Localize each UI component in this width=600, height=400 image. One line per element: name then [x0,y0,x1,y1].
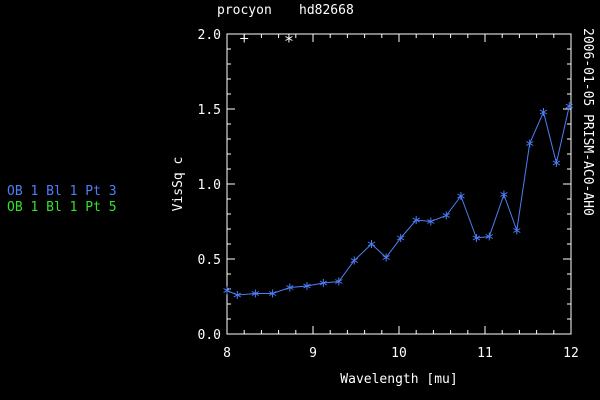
x-tick-label: 8 [223,346,231,361]
data-layer [223,34,574,299]
data-point [350,256,359,265]
data-point [513,226,521,235]
data-point [396,234,405,242]
x-tick-label: 9 [309,346,317,361]
x-tick-label: 11 [477,346,493,361]
annotation-asterisk [285,34,293,43]
x-tick-label: 10 [391,346,407,361]
y-tick-label: 2.0 [198,28,221,43]
data-point [539,108,548,116]
data-point [251,289,260,298]
plot-frame [226,33,572,335]
data-point [442,211,451,220]
x-tick-label: 12 [563,346,579,361]
axes-layer: 8 9 10 11 12 0.0 0.5 1.0 1.5 2.0 [198,28,579,361]
data-point [286,283,294,292]
data-point [303,282,311,290]
chart-title-target: procyon [217,3,272,18]
annotation-plus [240,34,249,43]
data-point [382,253,390,262]
legend-entry-pt3: OB 1 Bl 1 Pt 3 [7,184,117,199]
data-point [472,234,481,242]
legend-entry-pt5: OB 1 Bl 1 Pt 5 [7,200,117,215]
data-point [367,240,376,248]
data-point [427,217,435,226]
y-tick-label: 1.5 [198,103,221,118]
y-tick-label: 0.0 [198,328,221,343]
data-point [565,102,574,110]
data-point [457,192,465,200]
data-point [223,286,231,295]
data-point [233,291,242,299]
data-point [412,216,420,224]
data-point [500,190,508,199]
data-point [335,277,343,286]
legend: OB 1 Bl 1 Pt 3 OB 1 Bl 1 Pt 5 [7,184,117,216]
y-tick-label: 0.5 [198,253,221,268]
data-point [268,289,277,298]
y-tick-label: 1.0 [198,178,221,193]
data-point [319,279,328,287]
y-axis-label: VisSq c [171,157,186,212]
chart-title-calibrator: hd82668 [299,3,354,18]
data-point [525,139,534,148]
data-point [485,232,494,241]
data-point [552,159,561,167]
x-axis-label: Wavelength [mu] [340,372,457,387]
series-line-0 [226,105,570,296]
